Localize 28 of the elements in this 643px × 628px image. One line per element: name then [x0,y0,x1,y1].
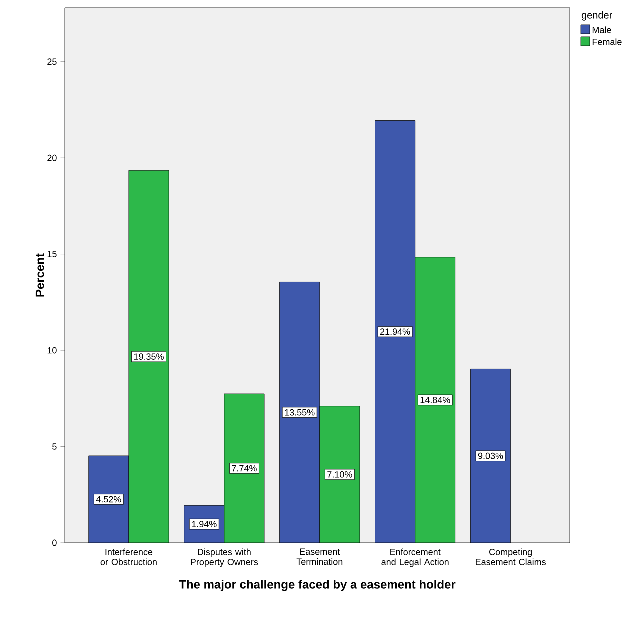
y-tick-label: 20 [48,154,57,162]
y-tick-label: 15 [48,251,57,258]
data-label: 13.55% [285,409,315,416]
data-label: 1.94% [192,521,217,528]
y-tick-label: 0 [52,540,57,546]
data-label: 19.35% [134,354,164,360]
data-label: 4.52% [96,496,122,503]
data-label: 7.10% [328,471,352,478]
y-axis-title: Percent [36,254,44,297]
y-tick-label: 10 [48,347,57,354]
data-label: 7.74% [232,465,257,472]
x-tick-label: Interference or Obstruction [100,548,157,566]
x-tick-label: Enforcement and Legal Action [382,548,449,568]
data-label: 21.94% [380,328,410,336]
x-tick-label: Disputes with Property Owners [191,548,258,568]
y-tick-label: 25 [48,58,57,66]
data-label: 14.84% [420,397,450,404]
bar [375,120,416,543]
data-label: 9.03% [478,452,504,460]
legend-label: Female [592,38,622,46]
y-tick-label: 5 [52,444,57,450]
x-axis-title: The major challenge faced by a easement holder [179,580,456,592]
legend-title: gender [582,12,612,21]
bar [470,369,512,543]
bar [280,282,320,543]
legend-label: Male [592,26,612,34]
x-tick-label: Easement Termination [296,548,343,566]
x-tick-label: Competing Easement Claims [476,548,546,566]
